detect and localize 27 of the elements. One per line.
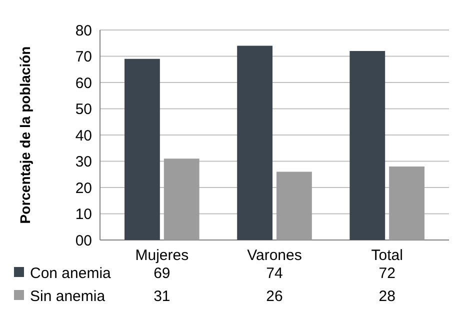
x-tick-label: Varones	[247, 247, 302, 264]
data-label: 26	[266, 288, 283, 305]
x-tick-label: Mujeres	[135, 247, 189, 264]
data-label: 69	[154, 265, 170, 282]
bar	[164, 158, 200, 240]
y-tick-label: 70	[75, 48, 92, 66]
y-tick-label: 80	[75, 22, 92, 40]
y-tick-label: 50	[75, 101, 92, 118]
y-axis-title: Porcentaje de la población	[17, 46, 33, 224]
legend-label: Sin anemia	[30, 288, 106, 305]
data-label: 31	[154, 288, 170, 305]
y-tick-label: 20	[75, 180, 92, 197]
y-tick-label: 40	[75, 127, 92, 144]
data-label: 74	[266, 265, 283, 282]
bar	[276, 172, 312, 240]
legend-label: Con anemia	[30, 265, 112, 282]
bar	[350, 51, 386, 240]
y-tick-label: 00	[75, 232, 92, 250]
bar	[389, 166, 424, 240]
data-label: 72	[378, 265, 396, 282]
y-tick-label: 60	[75, 74, 92, 92]
bar	[237, 46, 272, 240]
data-label: 28	[378, 288, 396, 305]
y-tick-label: 10	[75, 206, 92, 223]
x-tick-label: Total	[371, 247, 403, 264]
bar	[124, 58, 160, 240]
y-tick-label: 30	[75, 154, 92, 170]
